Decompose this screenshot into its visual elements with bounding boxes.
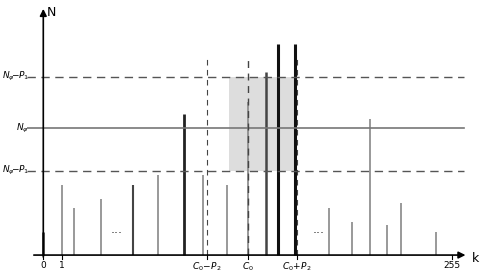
Text: N: N	[47, 6, 56, 19]
Text: $N_\varphi\!\!-\!\!P_1$: $N_\varphi\!\!-\!\!P_1$	[2, 70, 29, 83]
Text: $C_0$: $C_0$	[241, 261, 253, 274]
Text: $N_\varphi$: $N_\varphi$	[16, 122, 29, 135]
Text: 255: 255	[443, 261, 459, 270]
Text: ...: ...	[110, 223, 122, 236]
Text: $N_\varphi\!\!-\!\!P_1$: $N_\varphi\!\!-\!\!P_1$	[2, 164, 29, 177]
Text: k: k	[471, 252, 479, 265]
Text: $C_0\!+\!P_2$: $C_0\!+\!P_2$	[281, 261, 311, 274]
Text: 1: 1	[59, 261, 64, 270]
Text: ...: ...	[312, 223, 324, 236]
Text: $C_0\!-\!P_2$: $C_0\!-\!P_2$	[192, 261, 221, 274]
Text: 0: 0	[40, 261, 46, 270]
Bar	[229, 76, 296, 171]
